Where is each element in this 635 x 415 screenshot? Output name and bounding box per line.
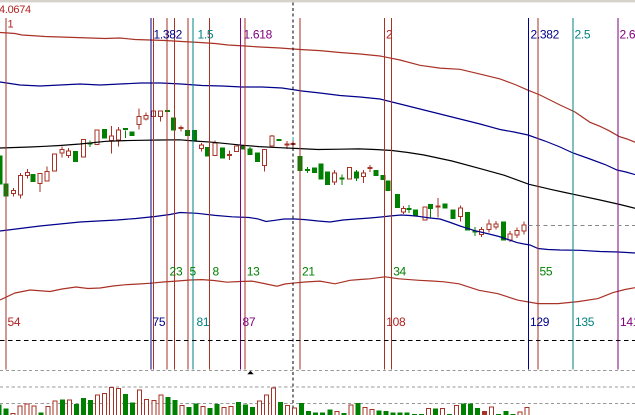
svg-text:1.382: 1.382	[154, 28, 183, 42]
svg-text:1.618: 1.618	[244, 28, 273, 42]
svg-text:81: 81	[197, 315, 210, 329]
svg-text:21: 21	[302, 265, 315, 279]
svg-text:3: 3	[176, 265, 183, 279]
svg-text:108: 108	[386, 315, 406, 329]
svg-text:2.5: 2.5	[575, 28, 591, 42]
svg-text:8: 8	[213, 265, 220, 279]
svg-text:141: 141	[620, 315, 635, 329]
svg-text:55: 55	[540, 265, 553, 279]
svg-text:4.0674: 4.0674	[0, 4, 31, 16]
svg-text:129: 129	[530, 315, 550, 329]
svg-text:5: 5	[190, 265, 197, 279]
svg-text:2: 2	[386, 28, 393, 42]
svg-text:2: 2	[170, 265, 177, 279]
svg-text:2.382: 2.382	[531, 28, 560, 42]
svg-text:1.5: 1.5	[198, 28, 214, 42]
svg-text:75: 75	[153, 315, 166, 329]
svg-text:54: 54	[8, 315, 21, 329]
svg-text:13: 13	[247, 265, 260, 279]
svg-text:1: 1	[8, 19, 14, 31]
svg-text:87: 87	[243, 315, 256, 329]
svg-text:135: 135	[575, 315, 595, 329]
svg-text:2.618: 2.618	[620, 28, 635, 42]
svg-text:34: 34	[393, 265, 406, 279]
